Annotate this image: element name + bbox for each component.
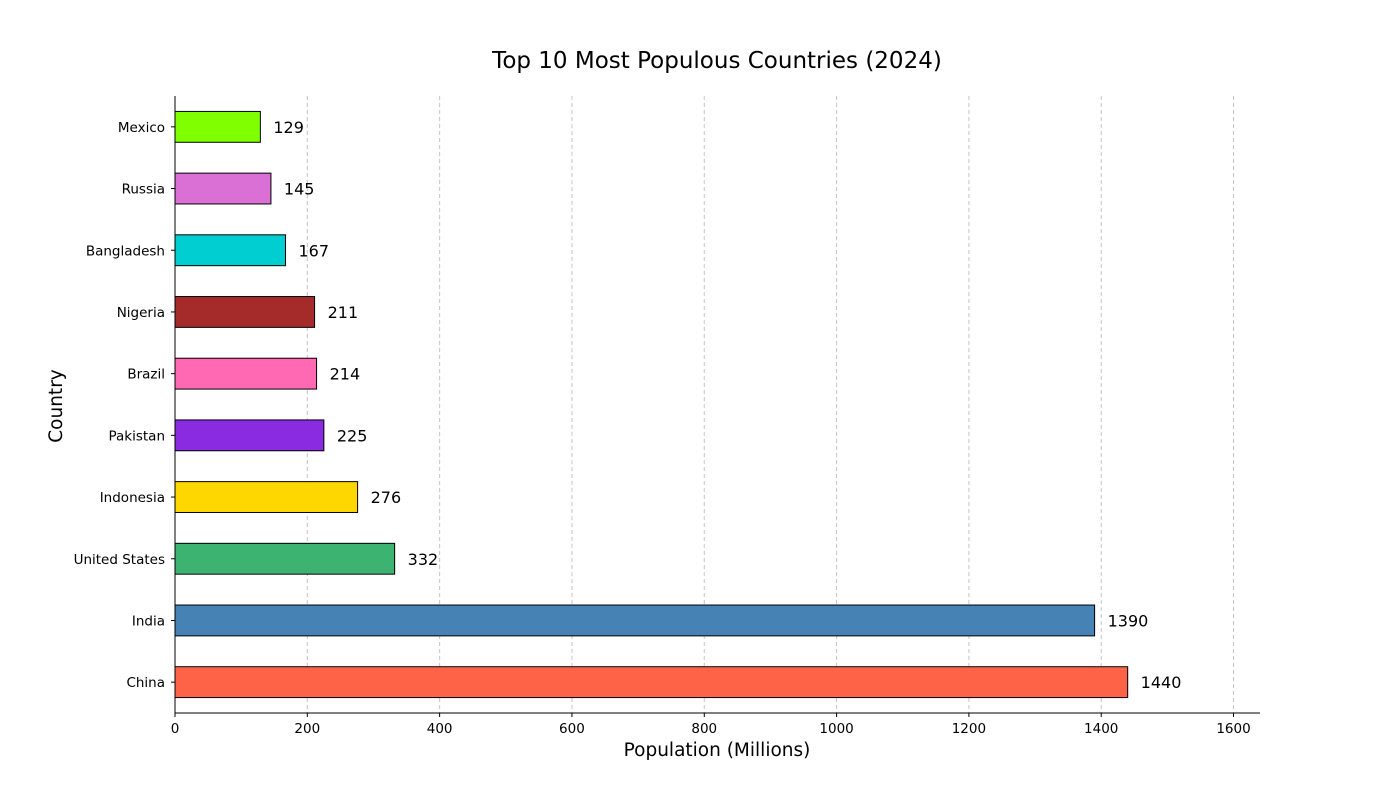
x-tick-label-1600: 1600 xyxy=(1216,721,1250,737)
x-tick-label-1000: 1000 xyxy=(819,721,853,737)
y-tick-label-brazil: Brazil xyxy=(127,367,165,383)
bar-mexico xyxy=(174,110,261,143)
bar-russia xyxy=(174,172,272,205)
bar-china xyxy=(174,666,1129,699)
y-tick-label-united-states: United States xyxy=(74,552,165,568)
value-label-pakistan: 225 xyxy=(337,426,368,445)
value-label-nigeria: 211 xyxy=(328,303,359,322)
y-tick-label-bangladesh: Bangladesh xyxy=(86,243,165,259)
value-label-indonesia: 276 xyxy=(371,488,402,507)
value-label-united-states: 332 xyxy=(408,550,439,569)
bar-nigeria xyxy=(174,296,316,328)
y-tick-label-pakistan: Pakistan xyxy=(108,428,165,444)
x-tick-label-400: 400 xyxy=(427,721,453,737)
bars xyxy=(174,110,1129,699)
value-label-brazil: 214 xyxy=(330,365,361,384)
value-labels: 1440 1390 332 276 225 214 211 167 145 129 xyxy=(273,118,1181,692)
y-tick-label-nigeria: Nigeria xyxy=(117,305,165,321)
x-axis-label: Population (Millions) xyxy=(624,740,811,761)
x-tick-label-1400: 1400 xyxy=(1084,721,1118,737)
y-axis-label: Country xyxy=(46,369,67,443)
bar-india xyxy=(174,604,1096,637)
value-label-china: 1440 xyxy=(1141,673,1182,692)
value-label-bangladesh: 167 xyxy=(298,241,329,260)
y-tick-label-indonesia: Indonesia xyxy=(100,490,165,506)
bar-united-states xyxy=(174,542,396,575)
chart-title: Top 10 Most Populous Countries (2024) xyxy=(491,48,942,74)
x-tick-label-1200: 1200 xyxy=(952,721,986,737)
x-tick-label-200: 200 xyxy=(294,721,320,737)
value-label-russia: 145 xyxy=(284,180,315,199)
bar-bangladesh xyxy=(174,234,286,267)
axes xyxy=(174,96,1260,714)
y-tick-label-russia: Russia xyxy=(122,182,165,198)
bar-indonesia xyxy=(174,481,359,513)
x-tick-label-800: 800 xyxy=(691,721,717,737)
value-label-india: 1390 xyxy=(1108,611,1149,630)
value-label-mexico: 129 xyxy=(273,118,304,137)
y-tick-label-mexico: Mexico xyxy=(118,120,165,136)
x-tick-label-600: 600 xyxy=(559,721,585,737)
bar-pakistan xyxy=(174,419,325,452)
x-ticks: 0 200 400 600 800 1000 1200 1400 1600 xyxy=(171,713,1251,737)
y-tick-label-india: India xyxy=(132,613,165,629)
y-tick-label-china: China xyxy=(126,675,165,691)
bar-brazil xyxy=(174,357,318,390)
x-tick-label-0: 0 xyxy=(171,721,180,737)
y-ticks: China India United States Indonesia Pakistan… xyxy=(74,120,175,691)
